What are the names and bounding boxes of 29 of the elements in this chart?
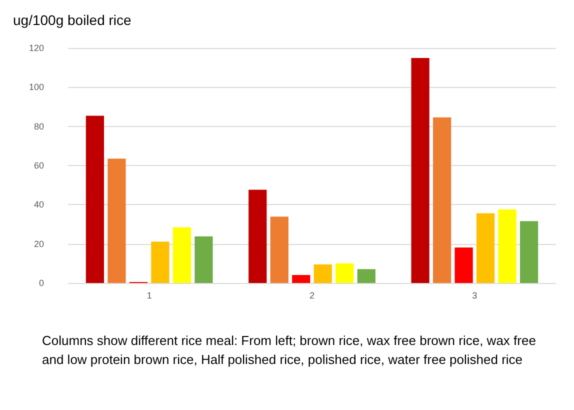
bar: [498, 209, 516, 283]
bar: [454, 248, 473, 283]
bar: [108, 158, 126, 283]
x-tick-label: 1: [146, 290, 152, 300]
bar: [432, 117, 452, 283]
bar: [270, 216, 288, 283]
x-tick-label: 2: [309, 290, 315, 300]
y-tick-label: 20: [34, 238, 44, 249]
bar: [314, 264, 332, 283]
bar: [86, 116, 104, 283]
y-tick-label: 120: [28, 43, 44, 53]
y-tick-label: 100: [28, 82, 44, 92]
bar: [292, 274, 310, 283]
bar: [357, 269, 376, 283]
y-tick-label: 0: [38, 278, 44, 288]
bar: [248, 190, 267, 283]
bar: [476, 213, 495, 283]
y-tick-label: 40: [34, 200, 44, 210]
bar: [194, 236, 213, 283]
y-tick-label: 60: [34, 160, 44, 170]
x-tick-label: 3: [472, 290, 478, 300]
bar: [411, 58, 430, 283]
bar: [336, 263, 354, 283]
text: Columns show different rice meal: From left; brown rice, wax free brown rice, wax free and low protein brown rice, Half polished rice, polished rice, water free polished rice: [42, 332, 537, 369]
y-tick-label: 80: [34, 121, 44, 132]
bar: [172, 227, 192, 283]
bar: [520, 221, 538, 283]
bar: [151, 242, 170, 283]
y-axis-title: ug/100g boiled rice: [13, 12, 132, 28]
